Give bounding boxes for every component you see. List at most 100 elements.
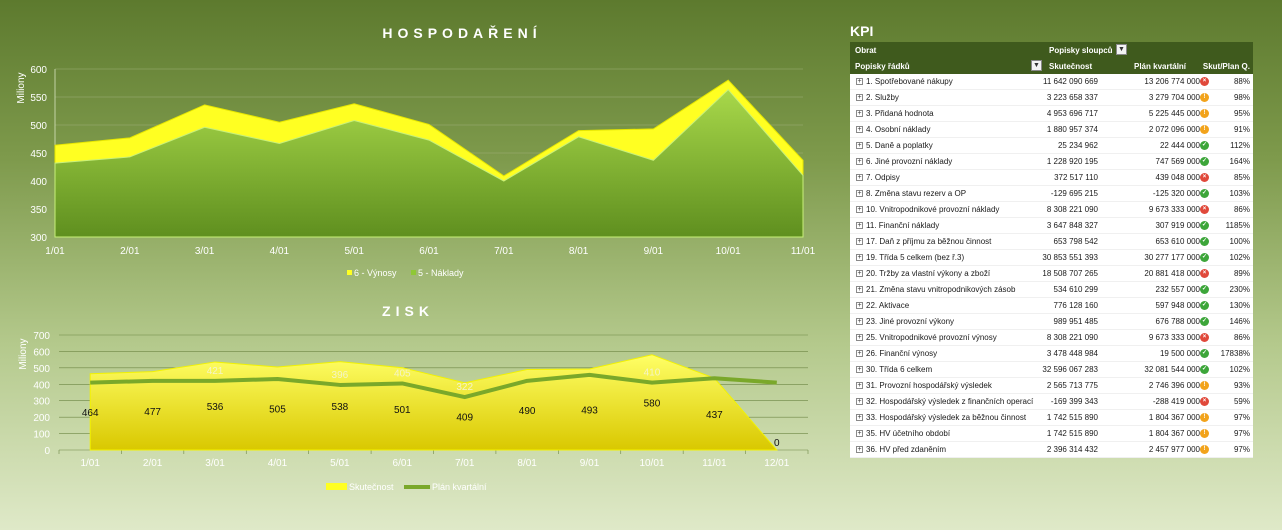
row-plan: 5 225 445 000 bbox=[1148, 109, 1200, 118]
kpi-table-header: Obrat Popisky sloupců ▼ Popisky řádků ▼ … bbox=[850, 42, 1253, 74]
expand-icon[interactable]: + bbox=[856, 350, 863, 357]
expand-icon[interactable]: + bbox=[856, 222, 863, 229]
table-row[interactable]: +8. Změna stavu rezerv a OP -129 695 215 -… bbox=[850, 186, 1253, 202]
row-ratio: 89% bbox=[1233, 269, 1250, 278]
zisk-ylabel: Miliony bbox=[18, 338, 29, 369]
y-tick-label: 600 bbox=[33, 347, 50, 358]
x-tick-label: 8/01 bbox=[517, 458, 537, 469]
table-row[interactable]: +36. HV před zdaněním 2 396 314 432 2 457 … bbox=[850, 442, 1253, 458]
expand-icon[interactable]: + bbox=[856, 190, 863, 197]
area-marks bbox=[89, 354, 778, 451]
expand-icon[interactable]: + bbox=[856, 206, 863, 213]
row-label: 10. Vnitropodnikové provozní náklady bbox=[866, 205, 1000, 214]
row-ratio: 1185% bbox=[1225, 221, 1250, 230]
table-row[interactable]: +11. Finanční náklady 3 647 848 327 307 91… bbox=[850, 218, 1253, 234]
row-actual: 1 742 515 890 bbox=[1046, 429, 1098, 438]
expand-icon[interactable]: + bbox=[856, 174, 863, 181]
legend-label: 6 - Výnosy bbox=[354, 268, 397, 278]
table-row[interactable]: +30. Třída 6 celkem 32 596 067 283 32 081 … bbox=[850, 362, 1253, 378]
table-row[interactable]: +20. Tržby za vlastní výkony a zboží 18 5… bbox=[850, 266, 1253, 282]
row-ratio: 95% bbox=[1233, 109, 1250, 118]
data-label-skutecnost: 437 bbox=[706, 410, 723, 421]
table-row[interactable]: +35. HV účetního období 1 742 515 890 1 80… bbox=[850, 426, 1253, 442]
expand-icon[interactable]: + bbox=[856, 382, 863, 389]
table-row[interactable]: +26. Finanční výnosy 3 478 448 984 19 500 … bbox=[850, 346, 1253, 362]
table-row[interactable]: +6. Jiné provozní náklady 1 228 920 195 74… bbox=[850, 154, 1253, 170]
expand-icon[interactable]: + bbox=[856, 430, 863, 437]
row-ratio: 85% bbox=[1233, 173, 1250, 182]
table-row[interactable]: +2. Služby 3 223 658 337 3 279 704 000! 98% bbox=[850, 90, 1253, 106]
expand-icon[interactable]: + bbox=[856, 414, 863, 421]
status-icon: × bbox=[1200, 269, 1209, 278]
row-label: 7. Odpisy bbox=[866, 173, 900, 182]
table-row[interactable]: +32. Hospodářský výsledek z finančních o… bbox=[850, 394, 1253, 410]
table-row[interactable]: +21. Změna stavu vnitropodnikových zásob… bbox=[850, 282, 1253, 298]
row-ratio: 130% bbox=[1229, 301, 1250, 310]
expand-icon[interactable]: + bbox=[856, 78, 863, 85]
row-plan: 13 206 774 000 bbox=[1144, 77, 1200, 86]
row-plan: 232 557 000 bbox=[1155, 285, 1201, 294]
expand-icon[interactable]: + bbox=[856, 142, 863, 149]
table-row[interactable]: +23. Jiné provozní výkony 989 951 485 676 … bbox=[850, 314, 1253, 330]
expand-icon[interactable]: + bbox=[856, 398, 863, 405]
row-plan: 22 444 000 bbox=[1159, 141, 1200, 150]
expand-icon[interactable]: + bbox=[856, 318, 863, 325]
data-label-skutecnost: 493 bbox=[581, 406, 598, 417]
data-label-skutecnost: 0 bbox=[774, 438, 780, 449]
row-plan: 2 457 977 000 bbox=[1148, 445, 1200, 454]
expand-icon[interactable]: + bbox=[856, 334, 863, 341]
status-icon: ✓ bbox=[1200, 221, 1209, 230]
kpi-title: KPI bbox=[850, 23, 874, 39]
data-label-plan: 396 bbox=[332, 370, 349, 381]
status-icon: ! bbox=[1200, 381, 1209, 390]
expand-icon[interactable]: + bbox=[856, 270, 863, 277]
expand-icon[interactable]: + bbox=[856, 302, 863, 309]
data-label-skutecnost: 538 bbox=[332, 402, 349, 413]
expand-icon[interactable]: + bbox=[856, 94, 863, 101]
row-actual: 534 610 299 bbox=[1053, 285, 1099, 294]
expand-icon[interactable]: + bbox=[856, 110, 863, 117]
table-row[interactable]: +17. Daň z příjmu za běžnou činnost 653 7… bbox=[850, 234, 1253, 250]
row-actual: -129 695 215 bbox=[1050, 189, 1098, 198]
expand-icon[interactable]: + bbox=[856, 286, 863, 293]
table-row[interactable]: +10. Vnitropodnikové provozní náklady 8 3… bbox=[850, 202, 1253, 218]
table-row[interactable]: +25. Vnitropodnikové provozní výnosy 8 30… bbox=[850, 330, 1253, 346]
table-row[interactable]: +31. Provozní hospodářský výsledek 2 565 … bbox=[850, 378, 1253, 394]
row-actual: 25 234 962 bbox=[1057, 141, 1098, 150]
column-filter-icon[interactable]: ▼ bbox=[1116, 44, 1127, 55]
status-icon: × bbox=[1200, 397, 1209, 406]
expand-icon[interactable]: + bbox=[856, 254, 863, 261]
status-icon: ✓ bbox=[1200, 349, 1209, 358]
table-row[interactable]: +3. Přidaná hodnota 4 953 696 717 5 225 44… bbox=[850, 106, 1253, 122]
row-plan: 597 948 000 bbox=[1155, 301, 1201, 310]
expand-icon[interactable]: + bbox=[856, 366, 863, 373]
table-row[interactable]: +19. Třída 5 celkem (bez ř.3) 30 853 551 … bbox=[850, 250, 1253, 266]
row-actual: 3 647 848 327 bbox=[1046, 221, 1098, 230]
row-label: 30. Třída 6 celkem bbox=[866, 365, 933, 374]
table-row[interactable]: +33. Hospodářský výsledek za běžnou činn… bbox=[850, 410, 1253, 426]
expand-icon[interactable]: + bbox=[856, 446, 863, 453]
status-icon: × bbox=[1200, 205, 1209, 214]
expand-icon[interactable]: + bbox=[856, 158, 863, 165]
row-plan: 20 881 418 000 bbox=[1144, 269, 1200, 278]
row-ratio: 164% bbox=[1229, 157, 1250, 166]
table-row[interactable]: +22. Aktivace 776 128 160 597 948 000 ✓ 130% bbox=[850, 298, 1253, 314]
expand-icon[interactable]: + bbox=[856, 238, 863, 245]
area-marks bbox=[54, 79, 804, 238]
table-row[interactable]: +7. Odpisy 372 517 110 439 048 000 × 85% bbox=[850, 170, 1253, 186]
row-plan: 19 500 000 bbox=[1159, 349, 1200, 358]
row-ratio: 97% bbox=[1233, 413, 1250, 422]
table-row[interactable]: +4. Osobní náklady 1 880 957 374 2 072 096… bbox=[850, 122, 1253, 138]
status-icon: ✓ bbox=[1200, 301, 1209, 310]
row-filter-icon[interactable]: ▼ bbox=[1031, 60, 1042, 71]
x-tick-label: 6/01 bbox=[393, 458, 413, 469]
x-tick-label: 3/01 bbox=[195, 246, 215, 257]
x-tick-label: 9/01 bbox=[644, 246, 664, 257]
status-icon: ✓ bbox=[1200, 141, 1209, 150]
status-icon: × bbox=[1200, 173, 1209, 182]
row-plan: 747 569 000 bbox=[1155, 157, 1201, 166]
table-row[interactable]: +5. Daně a poplatky 25 234 962 22 444 000 ✓… bbox=[850, 138, 1253, 154]
row-ratio: 97% bbox=[1233, 445, 1250, 454]
expand-icon[interactable]: + bbox=[856, 126, 863, 133]
table-row[interactable]: +1. Spotřebované nákupy 11 642 090 669 13 … bbox=[850, 74, 1253, 90]
